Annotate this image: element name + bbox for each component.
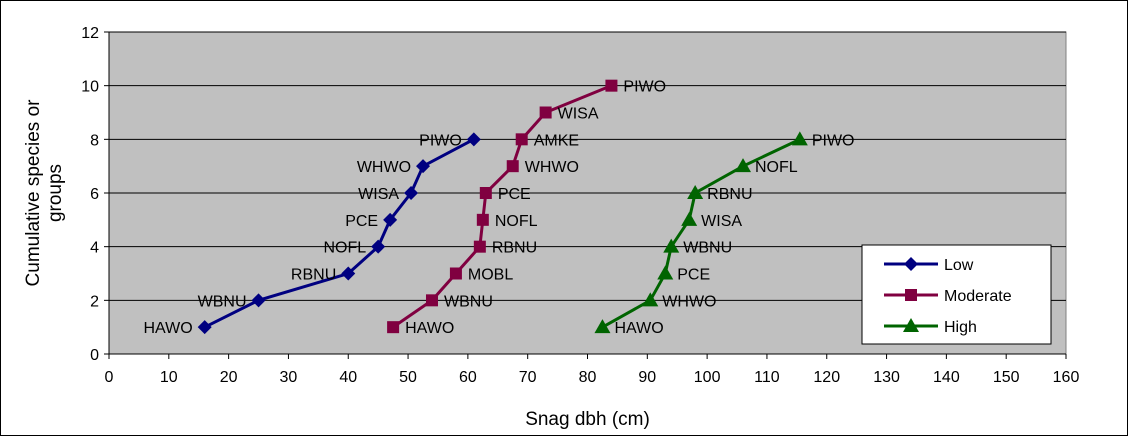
data-label-high: PCE (677, 267, 710, 284)
x-tick-label: 90 (638, 369, 656, 386)
data-point-moderate (473, 240, 486, 253)
data-point-low (383, 212, 398, 227)
data-point-moderate (449, 267, 462, 280)
data-point-high (735, 158, 752, 173)
x-tick-label: 20 (220, 369, 238, 386)
data-label-moderate: NOFL (495, 213, 538, 230)
data-point-moderate (539, 106, 552, 119)
data-point-low (197, 320, 212, 335)
y-tick-label: 8 (90, 132, 99, 149)
data-label-low: PIWO (419, 132, 462, 149)
data-point-moderate (506, 160, 519, 173)
data-point-moderate (605, 79, 618, 92)
series-moderate (387, 79, 618, 334)
y-axis-title: Cumulative species orgroups (23, 99, 66, 287)
x-tick-label: 60 (459, 369, 477, 386)
data-label-high: WBNU (683, 240, 732, 257)
y-axis-title-line: groups (45, 164, 66, 222)
data-point-moderate (476, 213, 489, 226)
data-point-low (404, 186, 419, 200)
x-tick-label: 160 (1053, 369, 1080, 386)
series-low (197, 132, 481, 335)
data-point-high (681, 211, 698, 226)
x-tick-label: 70 (519, 369, 537, 386)
data-point-low (466, 132, 481, 147)
data-label-high: RBNU (707, 186, 752, 203)
y-tick-label: 2 (90, 293, 99, 310)
legend-label-low: Low (944, 257, 974, 274)
data-label-low: WHWO (357, 159, 411, 176)
data-label-moderate: MOBL (468, 267, 513, 284)
data-label-moderate: AMKE (534, 132, 579, 149)
x-tick-label: 110 (754, 369, 780, 386)
data-label-moderate: WBNU (444, 293, 493, 310)
x-tick-label: 120 (813, 369, 840, 386)
x-tick-label: 50 (399, 369, 417, 386)
x-tick-label: 0 (105, 369, 114, 386)
data-label-high: NOFL (755, 159, 798, 176)
series-line-moderate (392, 84, 612, 329)
point-labels: HAWOWBNURBNUNOFLPCEWISAWHWOPIWOHAWOWBNUM… (144, 79, 855, 337)
data-label-moderate: PCE (498, 186, 531, 203)
y-tick-label: 12 (81, 25, 99, 42)
legend-marker-high (903, 318, 919, 332)
data-label-moderate: WISA (558, 106, 599, 123)
data-label-low: WISA (358, 186, 399, 203)
legend-marker-low (904, 257, 918, 271)
x-axis-title: Snag dbh (cm) (525, 409, 650, 430)
data-label-low: RBNU (291, 267, 336, 284)
data-label-low: HAWO (144, 320, 193, 337)
data-label-moderate: PIWO (623, 79, 666, 96)
data-point-high (791, 131, 808, 146)
data-label-moderate: RBNU (492, 240, 537, 257)
data-point-low (371, 239, 386, 254)
x-tick-label: 80 (579, 369, 597, 386)
data-label-low: PCE (345, 213, 378, 230)
data-point-high (594, 319, 611, 334)
y-tick-label: 4 (90, 240, 99, 257)
data-label-low: WBNU (198, 293, 247, 310)
data-point-moderate (387, 321, 400, 334)
y-axis-title-line: Cumulative species or (23, 99, 44, 287)
x-tick-label: 40 (339, 369, 357, 386)
x-tick-label: 10 (160, 369, 178, 386)
data-point-moderate (479, 187, 492, 199)
data-point-high (642, 292, 659, 307)
x-tick-label: 150 (993, 369, 1020, 386)
data-label-high: WHWO (662, 293, 716, 310)
series-layer (197, 79, 808, 335)
data-point-high (657, 265, 674, 280)
y-tick-label: 10 (81, 79, 99, 96)
data-point-moderate (515, 133, 528, 146)
legend-label-high: High (944, 319, 977, 336)
x-tick-label: 30 (280, 369, 298, 386)
legend-marker-moderate (905, 289, 917, 301)
data-label-moderate: HAWO (405, 320, 454, 337)
data-label-low: NOFL (323, 240, 366, 257)
data-point-low (251, 293, 266, 308)
data-point-high (687, 185, 704, 199)
series-high (594, 131, 808, 334)
x-tick-label: 140 (933, 369, 960, 386)
data-point-high (663, 238, 680, 253)
x-tick-label: 100 (694, 369, 721, 386)
legend-label-moderate: Moderate (944, 288, 1012, 305)
data-label-high: WISA (701, 213, 742, 230)
data-point-moderate (425, 294, 438, 307)
data-label-high: PIWO (812, 132, 855, 149)
data-label-high: HAWO (614, 320, 663, 337)
data-label-moderate: WHWO (525, 159, 579, 176)
x-tick-label: 130 (873, 369, 900, 386)
legend: Low Moderate High (861, 244, 1052, 345)
data-point-low (416, 159, 431, 174)
y-tick-label: 0 (90, 347, 99, 364)
data-point-low (341, 266, 356, 281)
series-line-high (601, 137, 801, 329)
y-tick-label: 6 (90, 186, 99, 203)
